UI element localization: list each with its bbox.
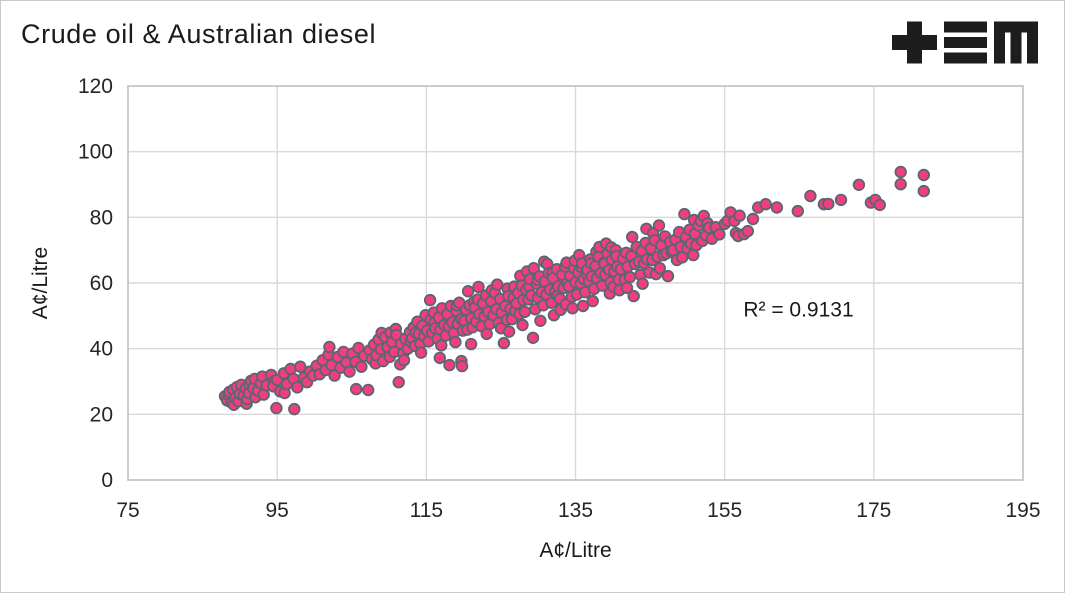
data-point xyxy=(464,337,478,351)
y-axis-title: A¢/Litre xyxy=(29,247,52,319)
data-point xyxy=(770,201,784,214)
data-point xyxy=(678,207,691,221)
data-point xyxy=(362,383,375,397)
y-tick-label: 40 xyxy=(90,338,113,361)
data-point xyxy=(350,382,363,396)
data-point xyxy=(623,270,637,284)
data-point xyxy=(822,197,835,211)
data-point xyxy=(480,327,493,341)
y-tick-label: 0 xyxy=(101,469,113,492)
plot-border xyxy=(127,85,1024,481)
x-tick-label: 135 xyxy=(558,499,593,522)
data-point xyxy=(626,230,639,244)
data-point xyxy=(518,305,532,319)
data-point xyxy=(343,365,356,378)
data-point xyxy=(733,209,746,222)
data-point xyxy=(873,198,887,212)
data-point xyxy=(270,401,283,415)
x-tick-label: 115 xyxy=(410,499,443,522)
y-tick-label: 20 xyxy=(90,403,113,426)
x-tick-label: 175 xyxy=(856,499,891,522)
data-point xyxy=(746,212,760,226)
data-point xyxy=(455,359,469,373)
data-point xyxy=(433,351,447,365)
data-point xyxy=(472,280,485,294)
data-point xyxy=(294,360,307,373)
data-point xyxy=(917,168,931,182)
y-tick-label: 120 xyxy=(78,75,113,98)
data-point xyxy=(834,193,848,207)
data-point xyxy=(527,262,540,275)
y-tick-label: 100 xyxy=(78,141,113,164)
data-point xyxy=(566,302,579,315)
data-point xyxy=(620,281,634,295)
data-point xyxy=(414,346,428,359)
data-point xyxy=(894,177,907,191)
chart-title: Crude oil & Australian diesel xyxy=(21,19,377,49)
data-point xyxy=(516,318,529,332)
data-point xyxy=(652,219,666,232)
data-point xyxy=(804,189,817,203)
data-point xyxy=(288,402,301,416)
data-point xyxy=(291,381,304,394)
data-point xyxy=(741,224,755,238)
data-point xyxy=(653,262,667,275)
data-point xyxy=(661,269,675,283)
x-axis-title: A¢/Litre xyxy=(539,539,611,562)
data-point xyxy=(636,277,649,290)
data-point xyxy=(586,294,599,308)
data-point xyxy=(449,335,462,349)
x-tick-label: 195 xyxy=(1005,499,1040,522)
data-point xyxy=(917,184,931,198)
data-point xyxy=(497,336,511,350)
data-point xyxy=(676,251,689,264)
data-point xyxy=(627,289,640,303)
data-point xyxy=(461,285,475,298)
x-tick-label: 95 xyxy=(265,499,288,522)
tem-logo xyxy=(892,21,1040,64)
data-point xyxy=(534,314,547,328)
y-tick-label: 80 xyxy=(90,206,113,229)
data-point xyxy=(852,178,866,192)
data-point xyxy=(397,354,411,367)
data-point xyxy=(687,248,700,262)
data-point xyxy=(443,358,456,372)
data-point xyxy=(392,376,405,389)
data-point xyxy=(423,293,437,307)
data-point xyxy=(791,204,805,218)
data-point xyxy=(355,360,368,373)
tem-logo-icon xyxy=(892,21,1038,64)
data-point xyxy=(713,228,726,241)
data-point xyxy=(759,197,772,211)
data-point xyxy=(491,278,504,291)
r-squared-annotation: R² = 0.9131 xyxy=(743,298,853,321)
data-point xyxy=(323,340,336,354)
data-point xyxy=(526,331,540,345)
data-point xyxy=(894,165,907,179)
data-point xyxy=(435,339,448,352)
y-tick-label: 60 xyxy=(90,272,113,295)
x-tick-label: 75 xyxy=(116,499,139,522)
x-tick-label: 155 xyxy=(707,499,742,522)
data-point xyxy=(576,299,590,313)
data-point xyxy=(502,325,516,338)
data-point xyxy=(328,369,341,382)
